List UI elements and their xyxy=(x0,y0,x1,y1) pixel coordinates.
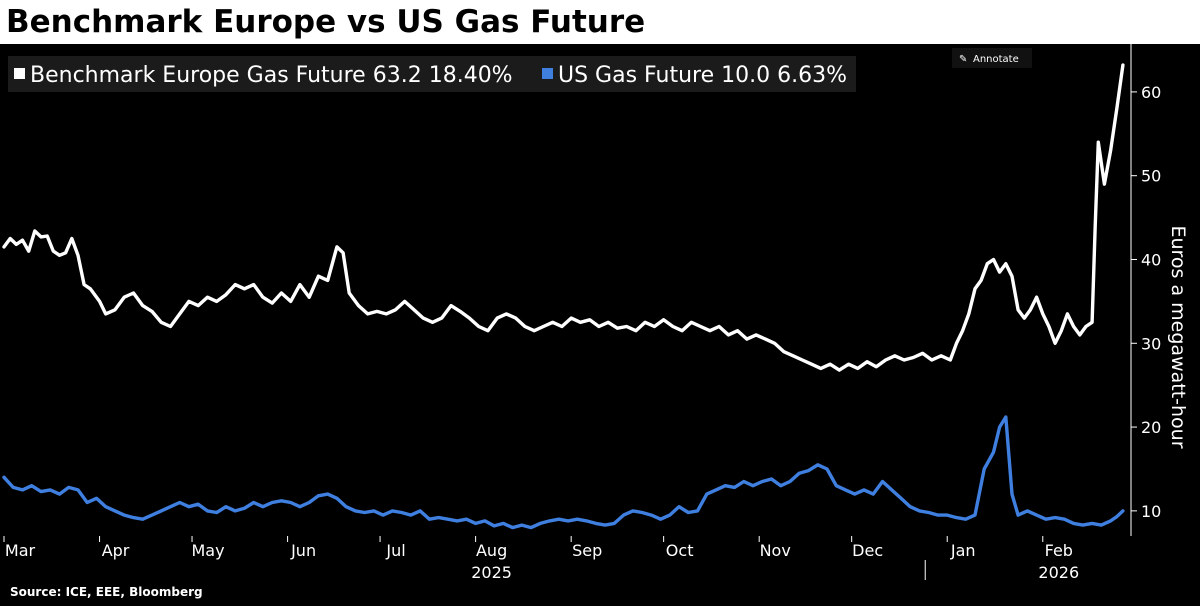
x-tick-label: Mar xyxy=(5,541,36,560)
series-line-europe xyxy=(2,63,1125,372)
legend-label-europe: Benchmark Europe Gas Future 63.2 18.40% xyxy=(30,63,513,88)
y-axis-title: Euros a megawatt-hour xyxy=(1167,225,1189,448)
x-tick-label: Aug xyxy=(476,541,507,560)
series-line-us xyxy=(2,415,1125,530)
source-note: Source: ICE, EEE, Bloomberg xyxy=(10,585,203,599)
x-tick-label: Oct xyxy=(666,541,694,560)
x-tick-label: Sep xyxy=(572,541,602,560)
x-tick-label: May xyxy=(191,541,224,560)
x-tick-label: Feb xyxy=(1045,541,1073,560)
legend-swatch-us xyxy=(542,68,553,79)
legend-label-us: US Gas Future 10.0 6.63% xyxy=(558,63,847,88)
x-axis: Mar Apr May Jun Jul Aug Sep Oct Nov Dec Jan Feb 2025… xyxy=(3,536,1079,582)
y-tick-label: 60 xyxy=(1141,83,1161,102)
annotate-label: Annotate xyxy=(973,54,1019,65)
x-year-label: 2026 xyxy=(1038,563,1079,582)
legend-swatch-europe xyxy=(14,68,25,79)
annotate-button[interactable]: ✎ Annotate xyxy=(952,48,1032,68)
title-bar: Benchmark Europe vs US Gas Future xyxy=(0,0,1200,44)
y-tick-label: 50 xyxy=(1141,167,1161,186)
y-tick-label: 10 xyxy=(1141,502,1161,521)
pencil-icon: ✎ xyxy=(959,54,967,65)
x-tick-label: Dec xyxy=(852,541,883,560)
x-tick-label: Nov xyxy=(760,541,791,560)
y-axis: 10 20 30 40 50 60 xyxy=(1130,44,1161,536)
legend-background xyxy=(8,56,856,92)
plot-lines xyxy=(2,63,1125,530)
x-year-label: 2025 xyxy=(471,563,512,582)
chart-area: Benchmark Europe Gas Future 63.2 18.40% … xyxy=(2,44,1189,582)
chart-title: Benchmark Europe vs US Gas Future xyxy=(6,4,646,40)
legend: Benchmark Europe Gas Future 63.2 18.40% … xyxy=(8,56,856,92)
y-tick-label: 40 xyxy=(1141,250,1161,269)
y-tick-label: 20 xyxy=(1141,418,1161,437)
x-tick-label: Apr xyxy=(102,541,130,560)
x-tick-label: Jul xyxy=(385,541,405,560)
x-tick-label: Jun xyxy=(290,541,316,560)
y-tick-label: 30 xyxy=(1141,334,1161,353)
x-tick-label: Jan xyxy=(950,541,976,560)
